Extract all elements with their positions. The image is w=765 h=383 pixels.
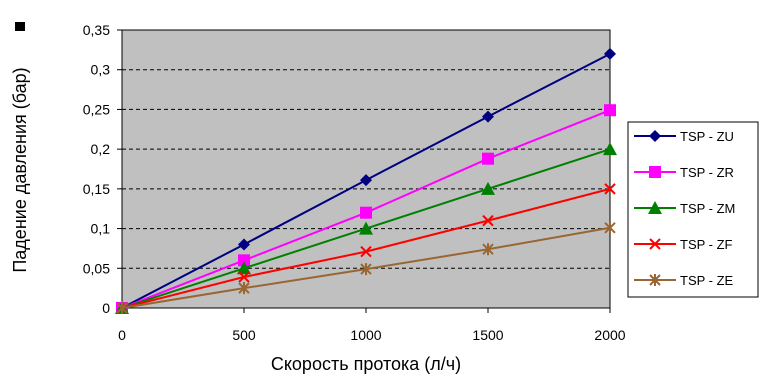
legend-marker [648,201,662,214]
legend-marker [649,166,661,178]
legend-entry: TSP - ZF [634,237,733,252]
data-point [604,183,616,195]
data-point [482,152,494,165]
y-tick-label: 0,1 [91,221,111,237]
data-point [482,243,494,256]
data-point [238,254,250,267]
y-tick-label: 0,3 [91,62,111,78]
x-tick-label: 0 [118,327,126,343]
legend-entry: TSP - ZM [634,201,735,216]
legend-label: TSP - ZR [680,165,734,180]
data-point [360,206,372,219]
x-tick-label: 500 [232,327,256,343]
legend-entry: TSP - ZE [634,273,734,288]
data-point [360,263,372,276]
data-point [360,174,372,187]
data-point [237,261,251,275]
y-axis-title: Падение давления (бар) [10,67,30,272]
series-layer [115,47,617,314]
data-point [359,221,373,235]
legend-marker [649,274,661,286]
legend-label: TSP - ZF [680,237,733,252]
data-point [604,104,616,117]
y-tick-label: 0 [102,300,110,316]
data-point [482,214,494,227]
data-point [116,302,128,314]
data-point [238,282,250,295]
y-tick-label: 0,05 [83,260,110,276]
data-point [238,238,250,251]
legend-marker [649,130,661,142]
y-axis-title-end-mark [15,22,25,31]
x-tick-label: 1500 [472,327,503,343]
gridlines [122,69,610,269]
plot-area [121,29,611,309]
data-point [481,181,495,195]
legend: TSP - ZU TSP - ZR TSP - ZM TSP - ZF TSP - ZE [627,121,759,298]
y-tick-label: 0,35 [83,22,110,38]
data-point [360,245,372,258]
data-point [603,142,617,156]
y-tick-label: 0,15 [83,181,110,197]
legend-label: TSP - ZU [680,129,734,144]
x-axis-title: Скорость протока (л/ч) [271,354,461,374]
y-tick-label: 0,25 [83,101,110,117]
x-tick-label: 2000 [594,327,625,343]
data-point [238,271,250,283]
legend-label: TSP - ZM [680,201,735,216]
legend-entry: TSP - ZU [634,129,734,144]
data-point [604,47,616,60]
axes [117,29,611,313]
legend-entry: TSP - ZR [634,165,734,180]
y-tick-label: 0,2 [91,141,111,157]
legend-box [627,121,759,298]
series-5 [116,221,616,314]
data-point [604,221,616,234]
tick-labels: 0 0,05 0,1 0,15 0,2 0,25 0,3 0,35 0 500 1000 1500 20… [83,22,626,343]
legend-label: TSP - ZE [680,273,734,288]
legend-marker [649,238,661,250]
x-tick-label: 1000 [350,327,381,343]
data-point [482,110,494,123]
